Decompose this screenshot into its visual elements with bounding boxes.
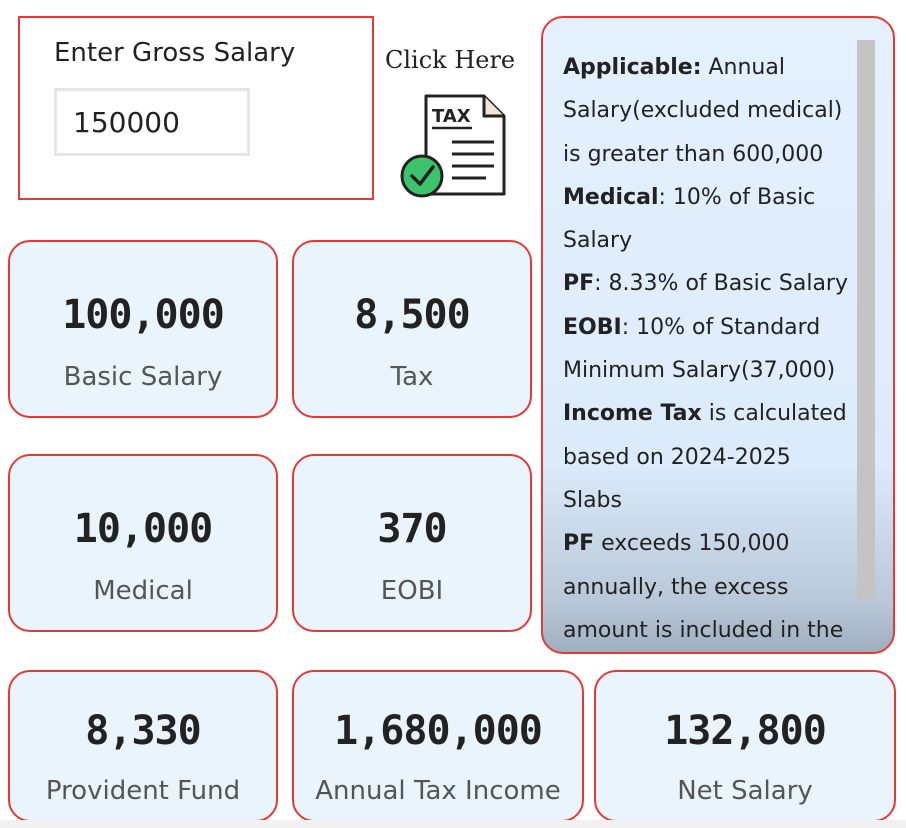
eobi-key: EOBI: [563, 314, 622, 340]
pf-key: PF: [563, 271, 595, 297]
tax-card: 8,500 Tax: [292, 240, 532, 418]
info-scrollbar[interactable]: [857, 40, 875, 600]
pf-text: : 8.33% of Basic Salary: [594, 271, 848, 297]
annual-tax-income-value: 1,680,000: [334, 708, 543, 754]
pf-excess-key: PF: [563, 531, 595, 557]
net-salary-label: Net Salary: [677, 776, 813, 806]
gross-salary-input[interactable]: [54, 88, 250, 156]
info-panel[interactable]: Applicable: Annual Salary(excluded medic…: [541, 16, 895, 654]
medical-label: Medical: [93, 576, 193, 606]
tax-document-check-icon[interactable]: TAX: [396, 90, 512, 202]
gross-salary-panel: Enter Gross Salary: [18, 16, 374, 200]
provident-fund-value: 8,330: [85, 708, 201, 754]
medical-value: 10,000: [73, 506, 214, 552]
eobi-card: 370 EOBI: [292, 454, 532, 632]
tax-value: 8,500: [354, 292, 470, 338]
medical-text: : 10% of Basic Salary: [563, 184, 816, 254]
click-here-label: Click Here: [385, 46, 516, 74]
annual-tax-income-card: 1,680,000 Annual Tax Income: [292, 670, 584, 822]
applicable-key: Applicable:: [563, 55, 702, 80]
provident-fund-label: Provident Fund: [45, 776, 241, 806]
page-bottom-edge: [0, 820, 906, 828]
provident-fund-card: 8,330 Provident Fund: [8, 670, 278, 822]
gross-salary-label: Enter Gross Salary: [54, 38, 296, 68]
basic-salary-card: 100,000 Basic Salary: [8, 240, 278, 418]
applicable-text: Annual Salary(excluded medical) is great…: [563, 55, 843, 167]
net-salary-value: 132,800: [664, 708, 827, 754]
medical-card: 10,000 Medical: [8, 454, 278, 632]
eobi-label: EOBI: [380, 576, 444, 606]
medical-key: Medical: [563, 184, 659, 210]
info-content: Applicable: Annual Salary(excluded medic…: [563, 46, 855, 652]
pf-excess-text: exceeds 150,000 annually, the excess amo…: [563, 531, 844, 643]
basic-salary-value: 100,000: [62, 292, 225, 338]
annual-tax-income-label: Annual Tax Income: [315, 776, 561, 806]
basic-salary-label: Basic Salary: [63, 362, 223, 392]
tax-icon-text: TAX: [432, 106, 471, 127]
eobi-value: 370: [377, 506, 447, 552]
income-tax-text: is calculated based on 2024-2025 Slabs: [563, 401, 847, 513]
income-tax-key: Income Tax: [563, 401, 702, 427]
eobi-text: : 10% of Standard Minimum Salary(37,000): [563, 314, 836, 384]
tax-label: Tax: [390, 362, 434, 392]
net-salary-card: 132,800 Net Salary: [594, 670, 896, 822]
